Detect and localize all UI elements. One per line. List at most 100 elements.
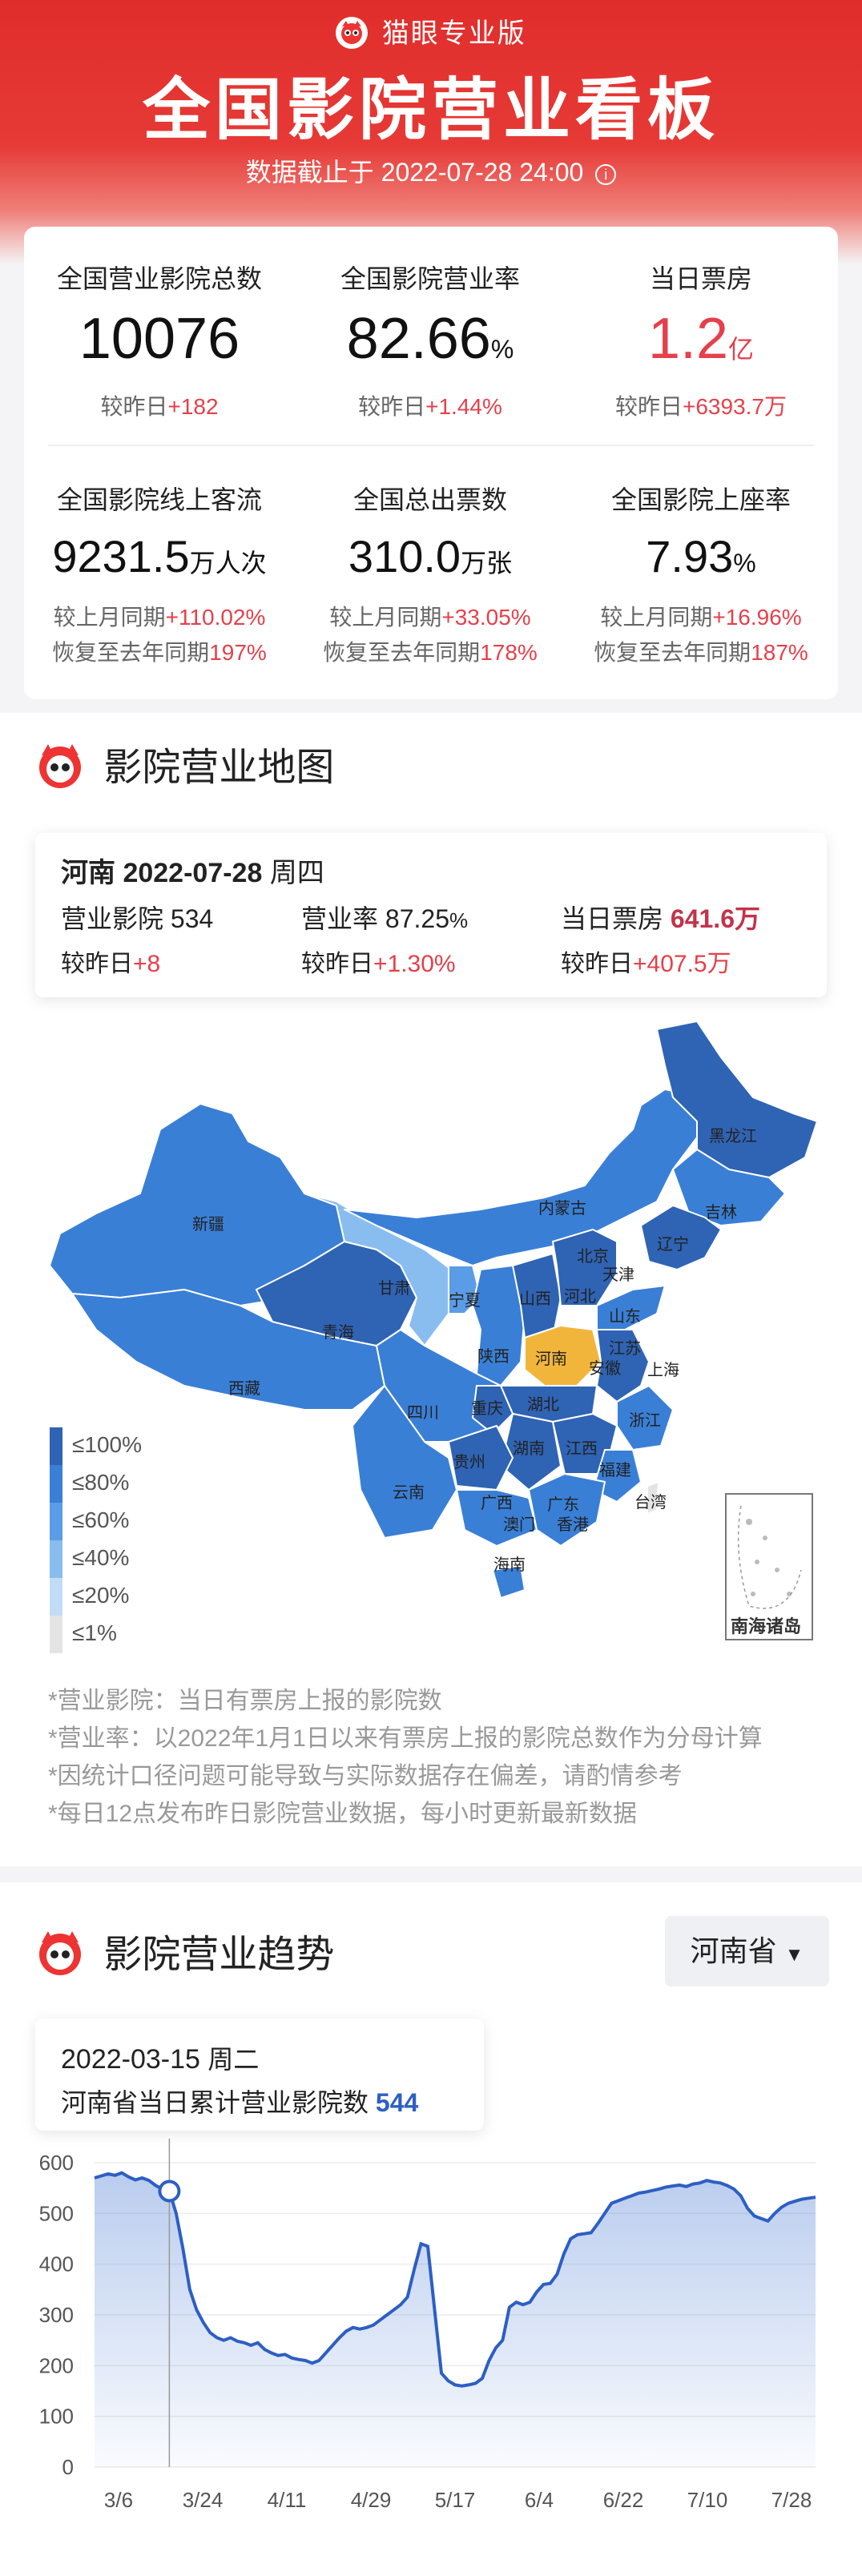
card-box-change: 较昨日+407.5万: [561, 951, 731, 977]
province-hebei[interactable]: [552, 1229, 618, 1306]
province-jiangsu-anhui[interactable]: [596, 1329, 650, 1403]
stat-total-cinemas: 全国营业影院总数 10076 较昨日+182: [56, 264, 262, 419]
data-timestamp: 数据截止于 2022-07-28 24:00 i: [0, 152, 862, 189]
label-tibet: 西藏: [228, 1379, 260, 1398]
card-open-cinemas: 营业影院 534: [61, 904, 214, 933]
label-anhui: 安徽: [589, 1359, 621, 1378]
label-liaoning: 辽宁: [657, 1235, 689, 1254]
maoyan-logo-icon: [336, 17, 369, 50]
label-sichuan: 四川: [407, 1404, 439, 1422]
tooltip-label: 河南省当日累计营业影院数: [61, 2088, 369, 2117]
selected-province: 河南: [61, 858, 115, 888]
province-chongqing[interactable]: [472, 1385, 514, 1435]
selected-date: 2022-07-28: [123, 858, 263, 888]
x-tick-label: 5/17: [435, 2488, 476, 2512]
x-tick-label: 4/11: [268, 2488, 307, 2512]
x-tick-label: 6/22: [603, 2488, 644, 2512]
province-yunnan[interactable]: [352, 1385, 457, 1539]
stat-occupancy-rate: 全国影院上座率 7.93% 较上月同期+16.96% 恢复至去年同期187%: [594, 485, 808, 665]
card-open-change: 较昨日+8: [61, 951, 161, 977]
label-qinghai: 青海: [322, 1323, 354, 1342]
label-hongkong: 香港: [557, 1515, 589, 1534]
y-tick-label: 200: [39, 2353, 74, 2377]
x-tick-label: 4/29: [351, 2488, 392, 2512]
label-jiangxi: 江西: [566, 1439, 598, 1458]
y-tick-label: 0: [62, 2455, 74, 2479]
label-hebei: 河北: [564, 1287, 596, 1306]
stat-daily-box-office: 当日票房 1.2亿 较昨日+6393.7万: [614, 264, 787, 419]
y-tick-label: 300: [39, 2303, 74, 2327]
label-xinjiang: 新疆: [192, 1215, 224, 1234]
province-taiwan[interactable]: [646, 1481, 659, 1515]
province-info-card: 河南 2022-07-28 周四 营业影院 534 营业率 87.25% 当日票…: [35, 833, 827, 997]
province-liaoning[interactable]: [640, 1205, 722, 1270]
stat-open-rate: 全国影院营业率 82.66% 较昨日+1.44%: [340, 264, 520, 419]
province-henan[interactable]: [524, 1325, 602, 1387]
label-shaanxi: 陕西: [477, 1347, 510, 1366]
caret-down-icon: ▼: [784, 1944, 804, 1966]
label-guangdong: 广东: [547, 1495, 579, 1514]
x-tick-label: 3/6: [104, 2488, 133, 2512]
maoyan-cat-icon: [35, 741, 85, 791]
label-guizhou: 贵州: [453, 1453, 485, 1471]
legend-swatch: [50, 1540, 62, 1578]
y-tick-label: 100: [39, 2405, 74, 2429]
province-hainan[interactable]: [492, 1565, 526, 1599]
south-sea-inset: [725, 1493, 813, 1640]
tooltip-date: 2022-03-15: [61, 2044, 200, 2075]
label-hunan: 湖南: [513, 1439, 545, 1458]
stat-tickets-sold: 全国总出票数 310.0万张 较上月同期+33.05% 恢复至去年同期178%: [323, 485, 538, 665]
south-sea-label: 南海诸岛: [731, 1616, 801, 1636]
legend-swatch: [50, 1616, 62, 1653]
hover-point[interactable]: [158, 2180, 181, 2203]
label-zhejiang: 浙江: [629, 1411, 661, 1430]
national-stats-card: 全国营业影院总数 10076 较昨日+182 全国影院营业率 82.66% 较昨…: [24, 227, 838, 699]
stat-online-traffic: 全国影院线上客流 9231.5万人次 较上月同期+110.02% 恢复至去年同期…: [52, 485, 267, 665]
x-tick-label: 3/24: [183, 2488, 224, 2512]
map-section-title: 影院营业地图: [35, 735, 334, 795]
header-banner: 猫眼专业版 全国影院营业看板 数据截止于 2022-07-28 24:00 i: [0, 0, 862, 264]
label-macau: 澳门: [503, 1515, 535, 1534]
info-icon[interactable]: i: [595, 163, 617, 185]
label-shanxi: 山西: [519, 1290, 551, 1308]
page-title: 全国影院营业看板: [142, 72, 719, 147]
label-gansu: 甘肃: [378, 1279, 410, 1298]
label-yunnan: 云南: [393, 1483, 425, 1502]
tooltip-value: 544: [375, 2088, 419, 2117]
maoyan-cat-icon: [35, 1928, 85, 1978]
label-chongqing: 重庆: [471, 1399, 503, 1418]
label-hainan: 海南: [493, 1556, 526, 1574]
y-tick-label: 500: [39, 2201, 74, 2225]
label-fujian: 福建: [599, 1461, 631, 1479]
area-fill: [95, 2172, 816, 2467]
trend-chart[interactable]: 0 100 200 300 400 500 600 3/6 3/24 4/11 4/29 5/17 6…: [0, 2131, 862, 2515]
label-heilongjiang: 黑龙江: [709, 1127, 757, 1145]
legend-swatch: [50, 1503, 62, 1540]
province-guangdong[interactable]: [528, 1473, 606, 1547]
y-tick-label: 600: [39, 2151, 74, 2175]
label-hubei: 湖北: [527, 1395, 559, 1414]
province-heilongjiang[interactable]: [656, 1020, 818, 1178]
label-beijing: 北京: [577, 1247, 609, 1266]
label-tianjin: 天津: [602, 1266, 634, 1284]
stats-divider: [48, 445, 814, 446]
label-shanghai: 上海: [647, 1361, 679, 1379]
series-line: [94, 2171, 816, 2388]
brand-bar: 猫眼专业版: [0, 11, 862, 51]
trend-section-title: 影院营业趋势: [35, 1922, 334, 1982]
card-open-rate: 营业率 87.25%: [301, 904, 469, 933]
card-box-office: 当日票房 641.6万: [561, 904, 760, 933]
province-select[interactable]: 河南省 ▼: [665, 1916, 829, 1986]
card-rate-change: 较昨日+1.30%: [301, 951, 456, 977]
china-map: 新疆 西藏 青海 甘肃 内蒙古 黑龙江 吉林 辽宁 北京 天津 河北 宁夏 山西…: [49, 1020, 818, 1640]
province-guizhou[interactable]: [448, 1425, 514, 1491]
legend-swatch: [50, 1465, 62, 1503]
label-inner-mongolia: 内蒙古: [538, 1199, 586, 1218]
label-guangxi: 广西: [481, 1494, 513, 1512]
label-henan: 河南: [535, 1350, 567, 1368]
map-notes: *营业影院：当日有票房上报的影院数 *营业率：以2022年1月1日以来有票房上报…: [48, 1688, 763, 1827]
legend-swatch: [50, 1427, 62, 1465]
label-taiwan: 台湾: [634, 1493, 667, 1511]
label-shandong: 山东: [609, 1307, 641, 1326]
legend-swatch: [50, 1578, 62, 1616]
